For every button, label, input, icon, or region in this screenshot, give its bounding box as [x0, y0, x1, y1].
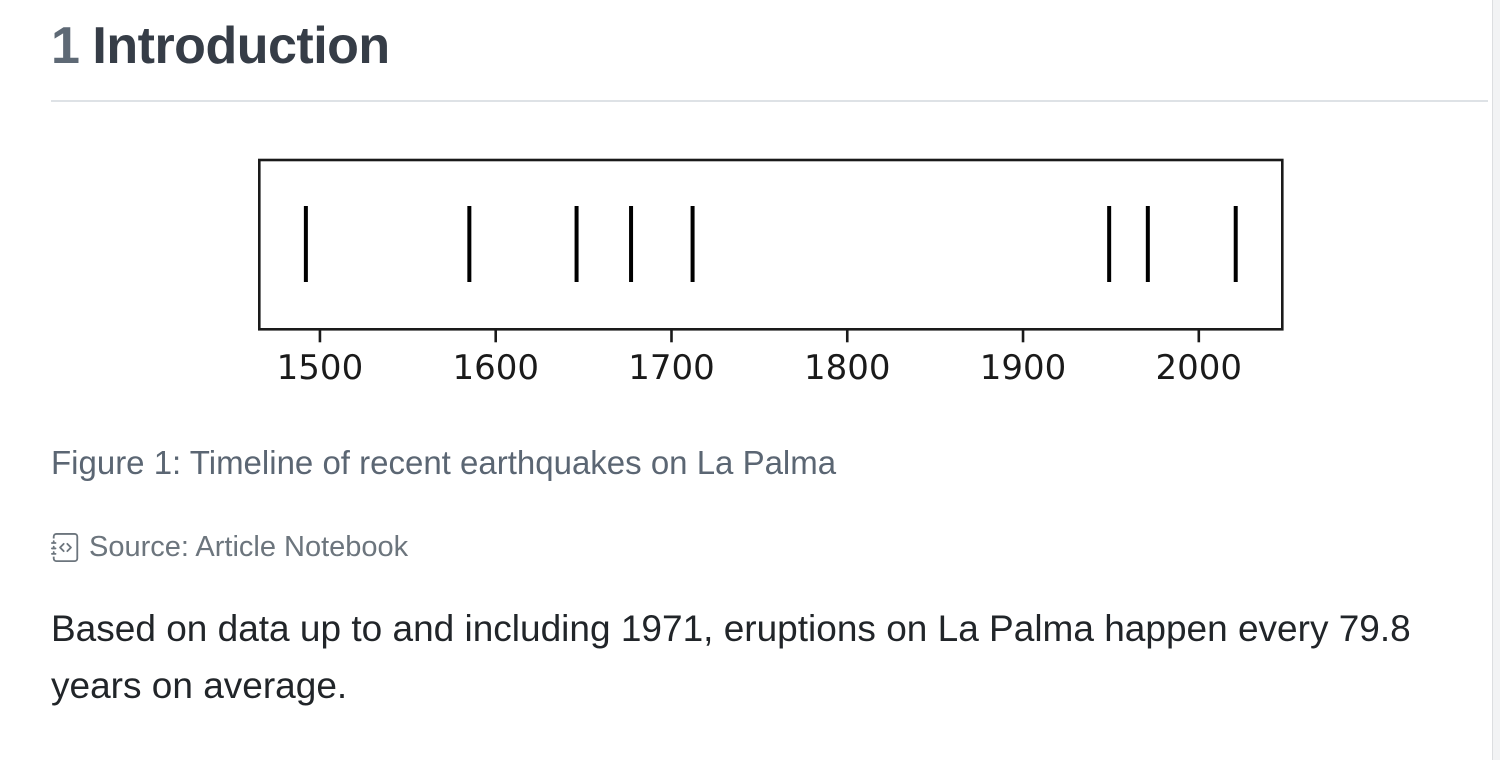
eventplot-chart: 1500 1600 1700 1800 1900 2000 — [94, 140, 1414, 385]
x-tick-label: 1500 — [277, 348, 364, 385]
x-tick-label: 1900 — [980, 348, 1067, 385]
x-tick-label: 1600 — [452, 348, 539, 385]
section-heading: 1 Introduction — [51, 16, 390, 76]
eventplot-svg: 1500 1600 1700 1800 1900 2000 — [258, 158, 1284, 385]
section-number: 1 — [51, 17, 80, 75]
scrollbar[interactable] — [1492, 0, 1500, 760]
body-paragraph: Based on data up to and including 1971, … — [51, 608, 1411, 706]
heading-divider — [51, 100, 1488, 102]
figure-caption: Figure 1: Timeline of recent earthquakes… — [51, 444, 837, 481]
x-tick-label: 1700 — [628, 348, 715, 385]
section-title: Introduction — [92, 17, 390, 75]
x-tick-label: 1800 — [804, 348, 891, 385]
figure-source-label: Source: Article Notebook — [89, 531, 409, 563]
journal-code-icon — [51, 532, 80, 562]
figure-source-link[interactable]: Source: Article Notebook — [51, 530, 408, 564]
x-tick-label: 2000 — [1156, 348, 1243, 385]
